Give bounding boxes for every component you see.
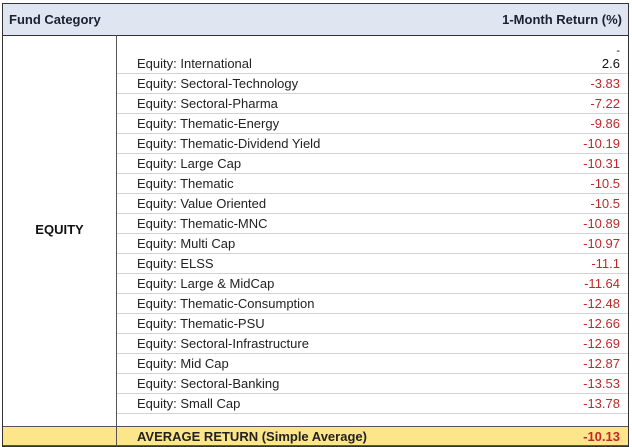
column-divider (116, 35, 117, 446)
table-row: Equity: Thematic -10.5 (117, 174, 628, 194)
table-row: Equity: Sectoral-Pharma -7.22 (117, 94, 628, 114)
fund-category-name: Equity: Sectoral-Infrastructure (137, 336, 309, 351)
fund-returns-table: Fund Category 1-Month Return (%) EQUITY … (2, 3, 629, 447)
average-value: -10.13 (583, 429, 620, 444)
group-label-equity: EQUITY (35, 222, 84, 237)
fund-return-value: -12.69 (583, 336, 620, 351)
fund-return-value: -10.5 (590, 176, 620, 191)
fund-category-name: Equity: Thematic-MNC (137, 216, 268, 231)
table-row: Equity: International 2.6 (117, 54, 628, 74)
fund-return-value: -10.97 (583, 236, 620, 251)
table-row: Equity: Thematic-Dividend Yield -10.19 (117, 134, 628, 154)
fund-category-name: Equity: Thematic-Dividend Yield (137, 136, 321, 151)
fund-return-value: -10.5 (590, 196, 620, 211)
fund-category-name: Equity: Large & MidCap (137, 276, 275, 291)
average-label: AVERAGE RETURN (Simple Average) (137, 429, 367, 444)
table-row: Equity: Small Cap -13.78 (117, 394, 628, 414)
fund-return-value: -10.19 (583, 136, 620, 151)
table-row: Equity: Multi Cap -10.97 (117, 234, 628, 254)
fund-category-name: Equity: International (137, 56, 252, 71)
table-row: Equity: Sectoral-Banking -13.53 (117, 374, 628, 394)
fund-return-value: -3.83 (590, 76, 620, 91)
fund-return-value: -13.78 (583, 396, 620, 411)
header-1-month-return: 1-Month Return (%) (502, 12, 622, 27)
table-row: Equity: Thematic-Energy -9.86 (117, 114, 628, 134)
table-row: Equity: Thematic-PSU -12.66 (117, 314, 628, 334)
fund-category-name: Equity: Large Cap (137, 156, 242, 171)
top-marker: - (616, 45, 620, 57)
fund-category-name: Equity: ELSS (137, 256, 214, 271)
fund-category-name: Equity: Mid Cap (137, 356, 229, 371)
average-row: AVERAGE RETURN (Simple Average) -10.13 (3, 426, 628, 446)
fund-return-value: -7.22 (590, 96, 620, 111)
table-row: Equity: Large & MidCap -11.64 (117, 274, 628, 294)
table-row: Equity: Value Oriented -10.5 (117, 194, 628, 214)
fund-category-name: Equity: Thematic (137, 176, 234, 191)
fund-category-name: Equity: Thematic-Energy (137, 116, 280, 131)
fund-rows: Equity: International 2.6 Equity: Sectoral… (117, 54, 628, 414)
table-row: Equity: Sectoral-Technology -3.83 (117, 74, 628, 94)
fund-category-name: Equity: Multi Cap (137, 236, 236, 251)
fund-return-value: -12.66 (583, 316, 620, 331)
fund-return-value: -10.89 (583, 216, 620, 231)
table-row: Equity: Thematic-MNC -10.89 (117, 214, 628, 234)
average-row-divider (116, 427, 117, 445)
table-row: Equity: Mid Cap -12.87 (117, 354, 628, 374)
fund-category-name: Equity: Sectoral-Pharma (137, 96, 278, 111)
fund-category-name: Equity: Sectoral-Banking (137, 376, 280, 391)
fund-category-name: Equity: Thematic-Consumption (137, 296, 315, 311)
fund-return-value: -13.53 (583, 376, 620, 391)
header-fund-category: Fund Category (9, 12, 101, 27)
fund-return-value: -11.1 (591, 256, 620, 271)
fund-return-value: -10.31 (583, 156, 620, 171)
fund-category-name: Equity: Sectoral-Technology (137, 76, 299, 91)
fund-return-value: 2.6 (601, 56, 620, 71)
table-row: Equity: Thematic-Consumption -12.48 (117, 294, 628, 314)
fund-category-name: Equity: Value Oriented (137, 196, 267, 211)
fund-return-value: -12.87 (583, 356, 620, 371)
table-row: Equity: ELSS -11.1 (117, 254, 628, 274)
fund-return-value: -11.64 (584, 276, 620, 291)
table-header: Fund Category 1-Month Return (%) (3, 4, 628, 36)
fund-return-value: -9.86 (590, 116, 620, 131)
fund-return-value: -12.48 (583, 296, 620, 311)
fund-category-name: Equity: Thematic-PSU (137, 316, 265, 331)
fund-category-name: Equity: Small Cap (137, 396, 241, 411)
table-row: Equity: Large Cap -10.31 (117, 154, 628, 174)
table-row: Equity: Sectoral-Infrastructure -12.69 (117, 334, 628, 354)
